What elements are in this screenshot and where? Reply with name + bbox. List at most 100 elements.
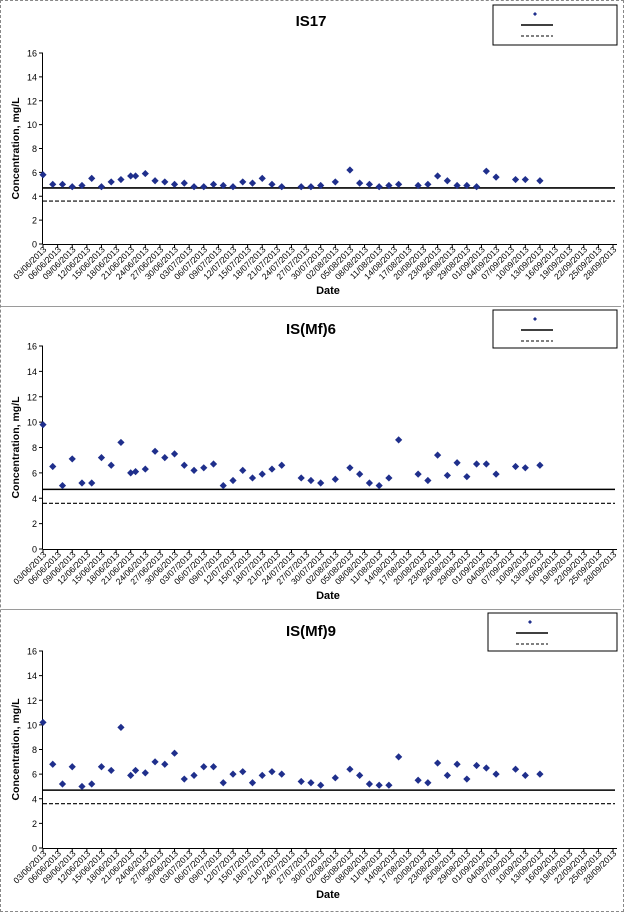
- data-point: [278, 770, 286, 778]
- data-point: [375, 481, 383, 490]
- y-tick-label: 4: [32, 494, 37, 504]
- data-point: [443, 771, 451, 779]
- data-point: [39, 171, 47, 179]
- data-point: [297, 183, 305, 191]
- data-point: [365, 780, 374, 788]
- y-tick-label: 12: [27, 392, 37, 402]
- data-point: [229, 476, 237, 485]
- data-point: [521, 175, 529, 184]
- chart-title: IS(Mf)9: [286, 623, 336, 640]
- data-point: [258, 470, 266, 478]
- data-point: [307, 779, 315, 787]
- data-point: [268, 768, 276, 776]
- data-point: [521, 464, 529, 472]
- data-point: [375, 183, 383, 191]
- data-point: [385, 181, 393, 190]
- legend-marker-diamond: [533, 12, 537, 16]
- y-tick-label: 14: [27, 671, 37, 681]
- data-point: [536, 770, 544, 778]
- x-axis-label: Date: [316, 889, 340, 901]
- data-point: [356, 470, 364, 478]
- data-point: [472, 761, 481, 770]
- data-point: [209, 763, 218, 771]
- data-point: [68, 183, 76, 191]
- data-point: [88, 780, 96, 788]
- data-point: [190, 183, 198, 191]
- y-axis-label: Concentration, mg/L: [10, 396, 22, 499]
- chart-title: IS(Mf)6: [286, 321, 336, 338]
- data-point: [68, 763, 76, 771]
- data-point: [239, 768, 247, 776]
- data-point: [161, 760, 169, 768]
- data-point: [346, 464, 354, 472]
- data-point: [127, 771, 135, 779]
- data-point: [97, 763, 106, 771]
- y-tick-label: 10: [27, 418, 37, 428]
- data-point: [268, 465, 276, 473]
- data-point: [58, 481, 67, 490]
- y-axis-label: Concentration, mg/L: [10, 698, 22, 801]
- data-point: [107, 178, 115, 186]
- data-point: [453, 181, 461, 190]
- y-tick-label: 10: [27, 720, 37, 730]
- data-point: [190, 466, 198, 474]
- data-point: [229, 770, 237, 778]
- data-point: [117, 438, 125, 447]
- y-axis-label: Concentration, mg/L: [10, 97, 22, 200]
- data-point: [117, 175, 125, 184]
- data-point: [239, 466, 247, 474]
- legend-box: [492, 4, 618, 46]
- data-point: [268, 180, 276, 188]
- data-point: [180, 775, 188, 783]
- data-point: [297, 474, 305, 482]
- data-point: [492, 173, 500, 181]
- data-point: [317, 781, 325, 789]
- data-point: [395, 180, 403, 188]
- data-point: [180, 179, 188, 187]
- data-point: [424, 476, 432, 485]
- y-tick-label: 12: [27, 96, 37, 106]
- data-point: [395, 753, 403, 761]
- data-point: [278, 461, 286, 469]
- data-point: [424, 779, 432, 787]
- legend-marker-diamond: [528, 620, 532, 624]
- data-point: [200, 763, 208, 771]
- data-point: [78, 181, 86, 190]
- data-point: [511, 175, 520, 184]
- y-tick-label: 2: [32, 216, 37, 226]
- y-tick-label: 0: [32, 545, 37, 555]
- legend-marker-diamond: [533, 317, 537, 321]
- data-point: [453, 459, 461, 467]
- y-tick-label: 8: [32, 443, 37, 453]
- data-point: [97, 454, 106, 462]
- data-point: [117, 723, 125, 731]
- data-point: [511, 765, 520, 773]
- data-point: [395, 436, 403, 444]
- data-point: [219, 181, 227, 190]
- data-point: [78, 479, 86, 487]
- data-point: [356, 179, 364, 187]
- data-point: [346, 765, 354, 773]
- data-point: [219, 481, 227, 490]
- y-tick-label: 0: [32, 240, 37, 250]
- data-point: [385, 474, 393, 482]
- data-point: [190, 771, 198, 779]
- data-point: [161, 454, 169, 462]
- y-tick-label: 6: [32, 770, 37, 780]
- data-point: [180, 461, 188, 469]
- data-point: [434, 759, 442, 767]
- data-point: [49, 180, 57, 188]
- data-point: [131, 172, 140, 180]
- data-point: [248, 779, 257, 787]
- data-point: [443, 177, 451, 185]
- data-point: [107, 461, 115, 469]
- panel-divider: [1, 306, 621, 307]
- data-point: [58, 780, 67, 788]
- y-tick-label: 14: [27, 367, 37, 377]
- data-point: [346, 166, 354, 174]
- data-point: [492, 770, 500, 778]
- data-point: [414, 181, 422, 190]
- data-point: [219, 779, 227, 787]
- x-axis-label: Date: [316, 590, 340, 602]
